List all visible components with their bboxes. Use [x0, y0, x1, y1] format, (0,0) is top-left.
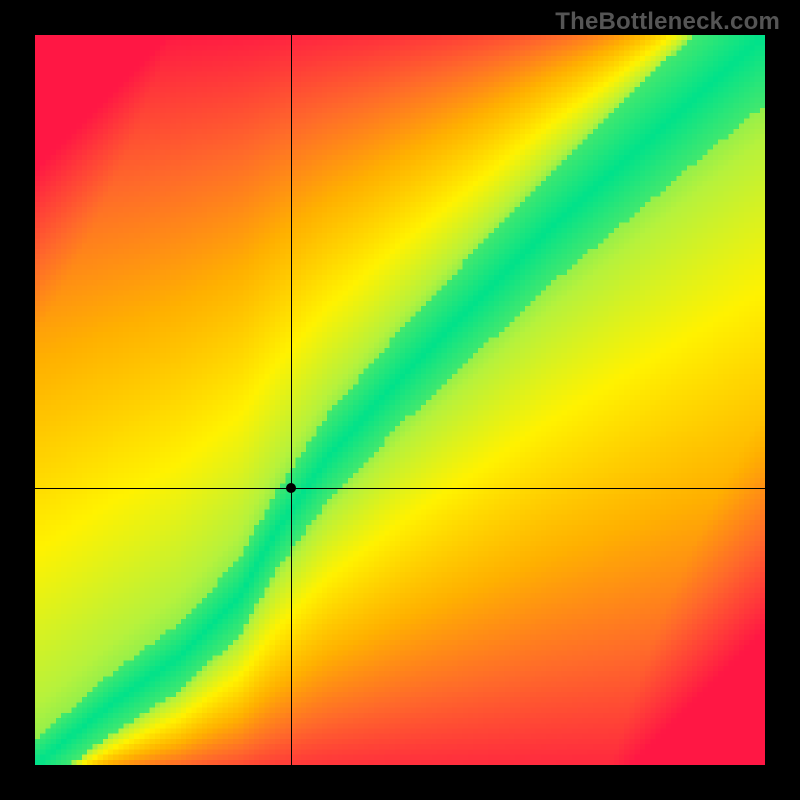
crosshair-vertical — [291, 35, 292, 765]
crosshair-horizontal — [35, 488, 765, 489]
data-point-dot — [286, 483, 296, 493]
watermark-text: TheBottleneck.com — [555, 8, 780, 36]
chart-container: TheBottleneck.com — [0, 0, 800, 800]
heatmap-canvas — [35, 35, 765, 765]
heatmap-plot — [35, 35, 765, 765]
